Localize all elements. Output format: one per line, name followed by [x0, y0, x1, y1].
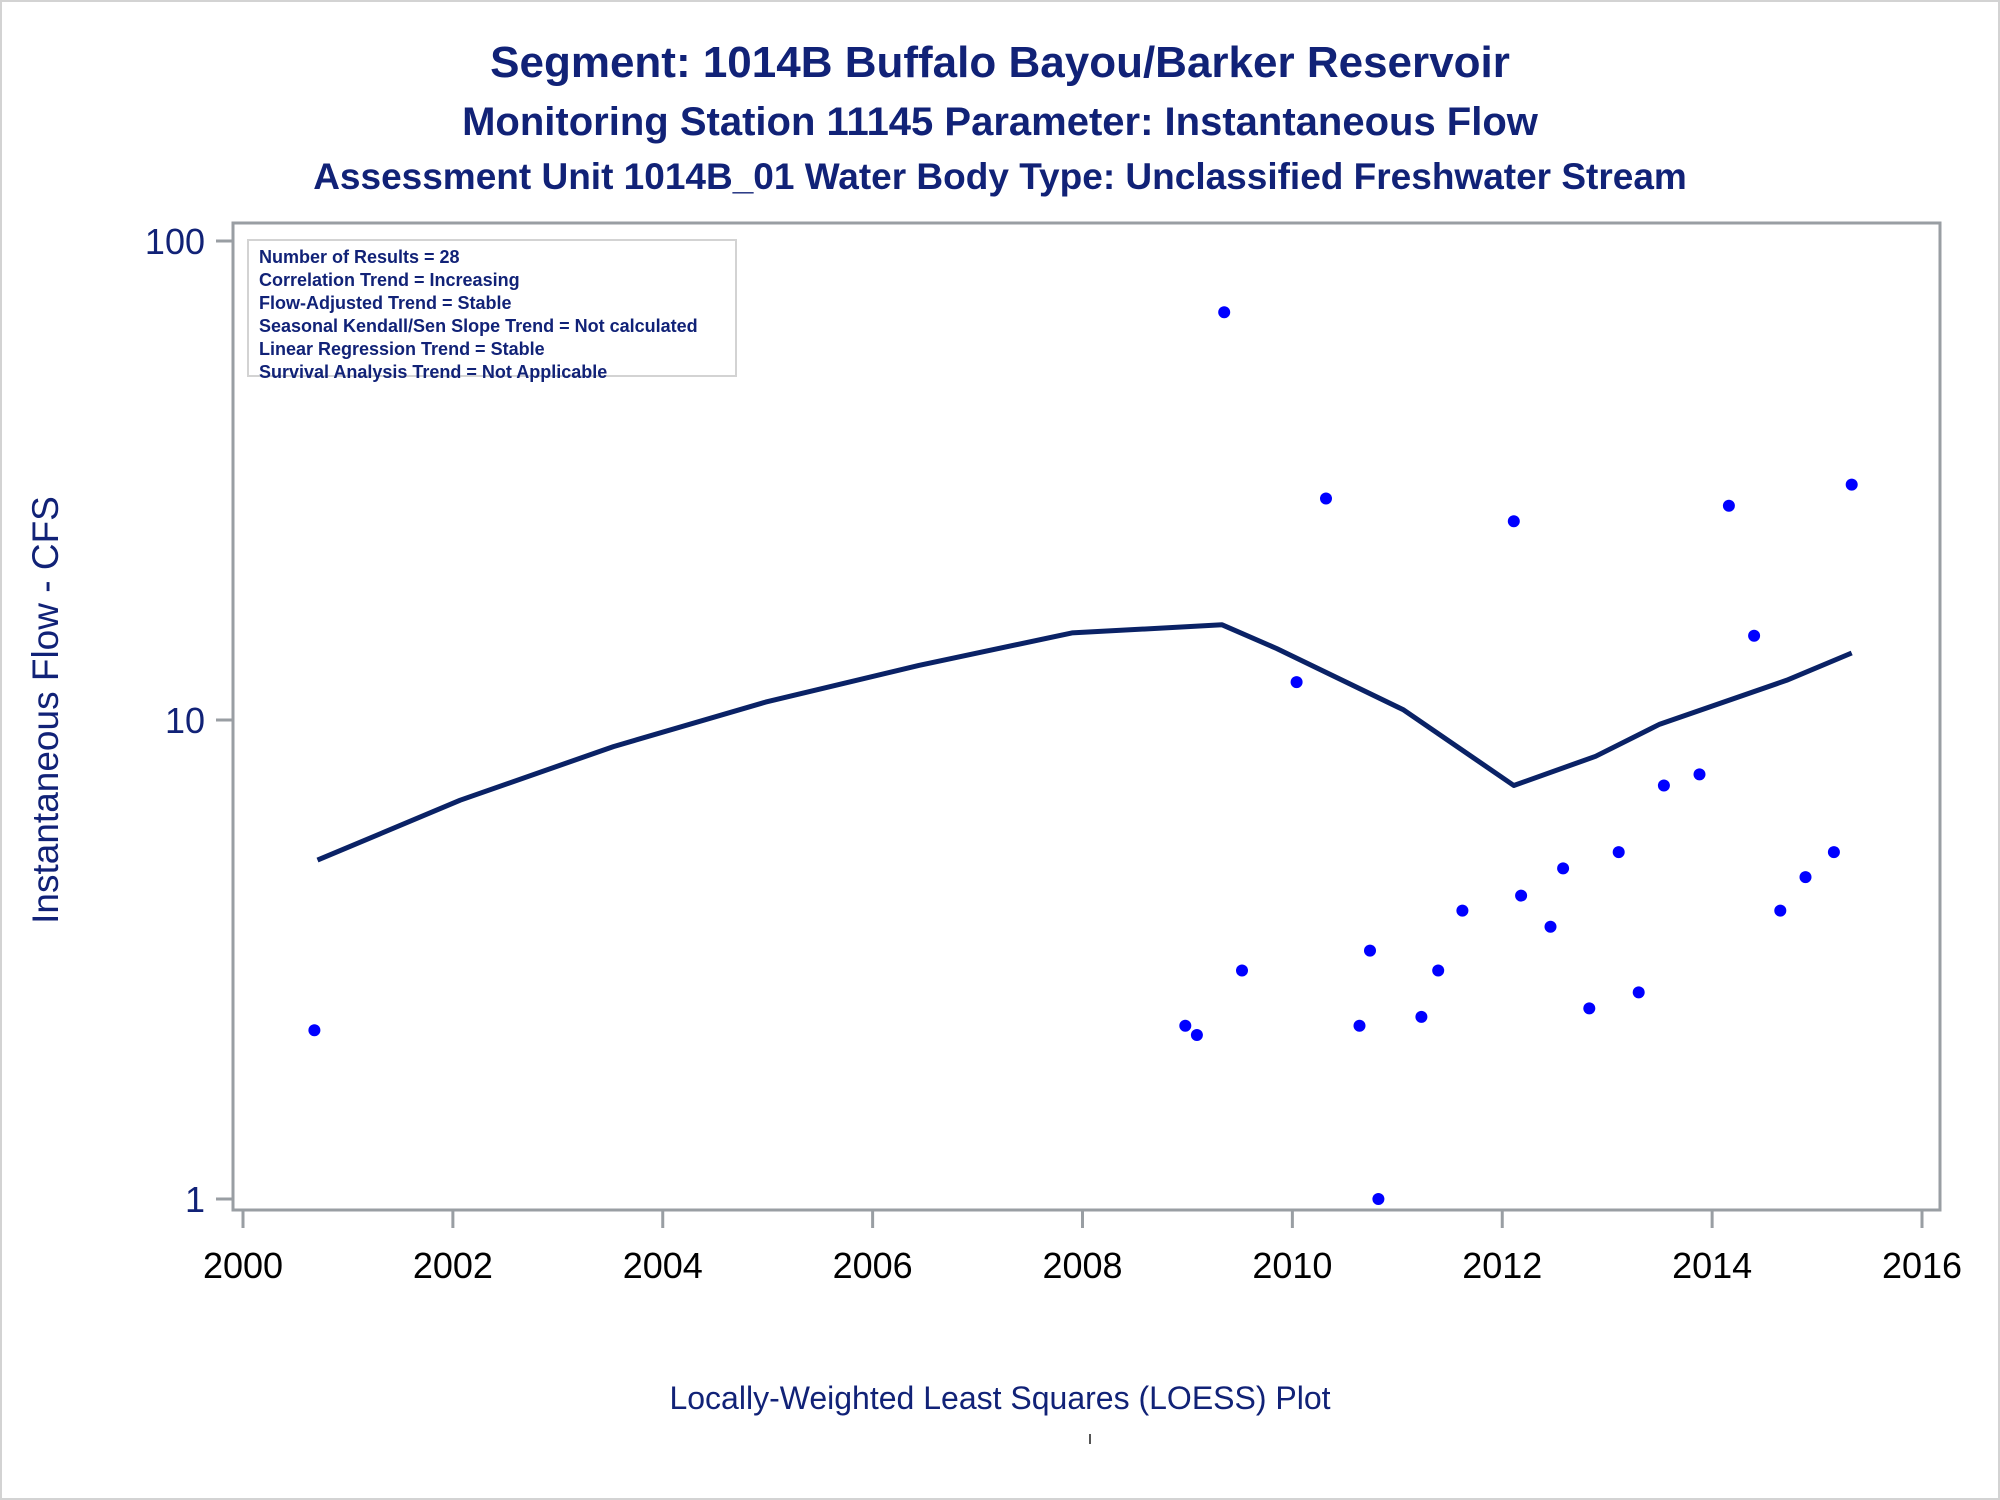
data-point	[1290, 676, 1303, 689]
data-point	[1507, 515, 1520, 528]
legend-flow-adjusted-trend: Flow-Adjusted Trend = Stable	[259, 293, 512, 313]
data-point	[1372, 1193, 1385, 1205]
data-point	[1544, 920, 1557, 933]
loess-line-group	[316, 622, 1853, 863]
y-tick-label: 1	[185, 1179, 205, 1220]
chart-subtitle-station: Monitoring Station 11145 Parameter: Inst…	[462, 100, 1538, 144]
plot-frame-rect	[231, 221, 1942, 1212]
footer-mark	[1089, 1434, 1091, 1444]
data-point	[1612, 846, 1625, 859]
x-tick-label: 2012	[1462, 1245, 1542, 1286]
y-tick-label: 100	[145, 221, 205, 262]
data-point	[1364, 944, 1376, 957]
legend-linear-regression: Linear Regression Trend = Stable	[259, 339, 545, 359]
data-point	[1722, 499, 1735, 512]
data-point	[1432, 964, 1445, 977]
data-point	[1515, 889, 1528, 902]
data-point	[1583, 1002, 1596, 1015]
data-point	[1748, 629, 1761, 642]
data-point	[1799, 871, 1812, 884]
legend-survival-analysis: Survival Analysis Trend = Not Applicable	[259, 362, 608, 382]
x-tick-label: 2002	[413, 1245, 493, 1286]
data-point	[1179, 1019, 1192, 1032]
chart-title: Segment: 1014B Buffalo Bayou/Barker Rese…	[490, 38, 1510, 87]
x-tick-label: 2016	[1882, 1245, 1962, 1286]
legend-seasonal-kendall: Seasonal Kendall/Sen Slope Trend = Not c…	[259, 316, 698, 336]
y-tick-label: 10	[165, 700, 205, 741]
data-point	[1632, 986, 1645, 999]
data-point	[1693, 768, 1706, 781]
footer-caption: Locally-Weighted Least Squares (LOESS) P…	[669, 1380, 1331, 1416]
x-tick-label: 2008	[1042, 1245, 1122, 1286]
data-point	[308, 1024, 321, 1037]
data-point	[1845, 478, 1858, 491]
x-tick-label: 2004	[623, 1245, 703, 1286]
data-point	[1415, 1010, 1428, 1023]
data-point	[1236, 964, 1248, 977]
chart-subtitle-assessment: Assessment Unit 1014B_01 Water Body Type…	[313, 156, 1687, 197]
data-point	[1657, 779, 1670, 792]
x-tick-label: 2014	[1672, 1245, 1752, 1286]
x-axis: 2000 2002 2004 2006 2008 2010 2012 2014 2016	[203, 1210, 1962, 1286]
data-point	[1774, 904, 1787, 917]
plot-frame	[231, 221, 1942, 1212]
legend-correlation-trend: Correlation Trend = Increasing	[259, 270, 520, 290]
data-point	[1320, 492, 1332, 505]
scatter-points-group	[308, 306, 1858, 1205]
legend-number-of-results: Number of Results = 28	[259, 247, 460, 267]
x-tick-label: 2000	[203, 1245, 283, 1286]
data-point	[1827, 846, 1840, 859]
data-point	[1353, 1019, 1366, 1032]
x-tick-label: 2006	[833, 1245, 913, 1286]
data-point	[1557, 862, 1570, 875]
data-point	[1218, 306, 1231, 319]
data-point	[1190, 1029, 1203, 1041]
y-axis: 1 10 100	[145, 221, 233, 1220]
loess-line	[316, 622, 1853, 863]
x-tick-label: 2010	[1252, 1245, 1332, 1286]
stats-legend: Number of Results = 28 Correlation Trend…	[247, 239, 737, 382]
data-point	[1456, 904, 1469, 917]
